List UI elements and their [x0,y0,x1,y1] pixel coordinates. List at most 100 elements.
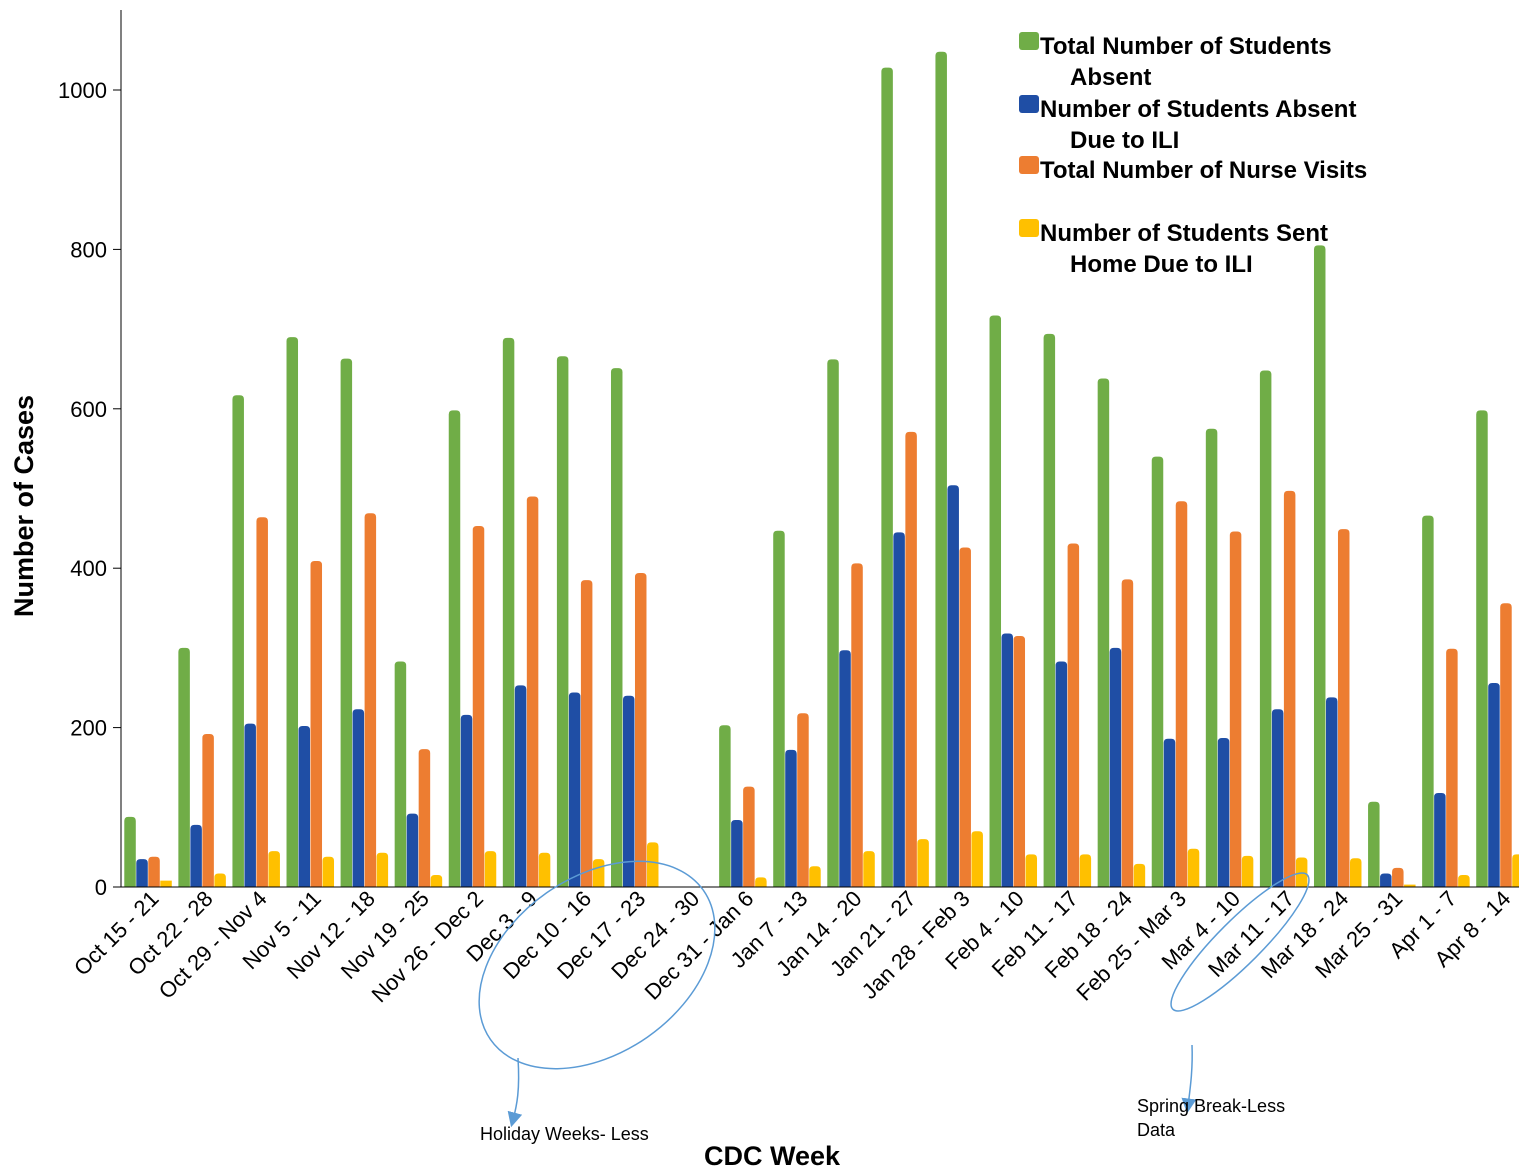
bar [917,839,929,887]
bar [592,859,605,887]
annotation-line: Spring Break-Less [1137,1096,1285,1116]
bar [286,337,299,887]
bar [1175,501,1188,887]
legend-swatch [1019,156,1039,174]
bar [472,525,485,887]
bar [484,851,497,887]
bar [352,709,365,887]
bars-layer [124,51,1519,888]
bar [268,851,280,887]
bar [160,880,172,887]
bar [310,561,323,887]
bar [935,51,947,887]
bar [394,661,407,887]
bar [851,563,863,887]
bar [580,580,593,887]
bar [1434,792,1446,887]
y-tick-label: 0 [95,875,107,900]
bar [827,359,839,887]
bar [731,820,743,887]
bar [448,410,461,887]
x-axis-title: CDC Week [704,1141,841,1171]
bar [1392,867,1404,887]
legend-swatch [1019,32,1039,50]
bar [178,647,190,887]
legend-label: Due to ILI [1070,127,1179,154]
legend-swatch [1019,95,1039,113]
bar [1476,410,1488,887]
bar [430,875,443,887]
bar [1043,333,1056,888]
bar [148,856,160,887]
bar [1229,531,1242,887]
bar [1133,863,1146,887]
bar [298,726,311,887]
legend-label: Number of Students Absent [1040,96,1356,123]
bar [1217,737,1230,887]
axes-layer [120,10,1519,888]
bar [893,532,905,887]
bar [1001,633,1014,887]
spring-break-ellipse [1170,872,1310,1012]
y-tick-label: 800 [70,237,107,262]
bar [568,692,581,887]
bar [256,517,268,887]
bar [1079,854,1092,887]
bar [971,831,983,887]
y-tick-labels: 0 200 400 600 800 1000 [58,78,121,900]
bar [989,315,1002,887]
bar [743,786,755,887]
bar [556,356,569,887]
bar [1025,854,1038,887]
bar [136,859,148,887]
bar [340,358,353,887]
holiday-annotation: Holiday Weeks- Less [478,860,716,1144]
bar [406,813,419,887]
bar [610,368,623,887]
bar [1488,682,1500,887]
bar [1055,661,1068,887]
bar [1205,428,1218,887]
bar [1422,515,1434,887]
bar [1500,603,1512,887]
bar [190,824,202,887]
bar [881,67,893,887]
annotation-line: Holiday Weeks- Less [480,1124,649,1144]
bar [1283,490,1296,887]
bar [863,851,875,887]
legend-label: Total Number of Nurse Visits [1040,157,1367,184]
legend-label: Total Number of Students [1040,33,1332,60]
y-axis-title: Number of Cases [9,395,39,617]
bar [376,852,389,887]
bar [1163,738,1176,887]
bar [1241,855,1254,887]
bar [514,685,527,887]
bar [785,749,797,887]
bar [622,695,635,887]
y-tick-label: 1000 [58,78,107,103]
bar [460,714,473,887]
bar [905,431,917,887]
holiday-annotation-text: Holiday Weeks- Less [480,1124,649,1144]
spring-break-annotation-text: Spring Break-Less Data [1137,1096,1285,1140]
y-tick-label: 400 [70,556,107,581]
bar [1368,801,1380,887]
bar [502,337,515,887]
bar [959,547,971,887]
bar [1271,709,1284,887]
bar [202,733,214,887]
bar [634,572,647,887]
bar [1187,848,1200,887]
y-tick-label: 200 [70,716,107,741]
bar [1325,697,1338,887]
spring-break-arrow [1181,1044,1197,1114]
bar [1121,579,1134,887]
bar [1313,245,1326,888]
bar [1337,529,1350,887]
bar [1013,635,1026,887]
holiday-arrow [507,1057,523,1128]
bar [809,866,821,887]
bar [1109,647,1122,887]
y-tick-label: 600 [70,397,107,422]
